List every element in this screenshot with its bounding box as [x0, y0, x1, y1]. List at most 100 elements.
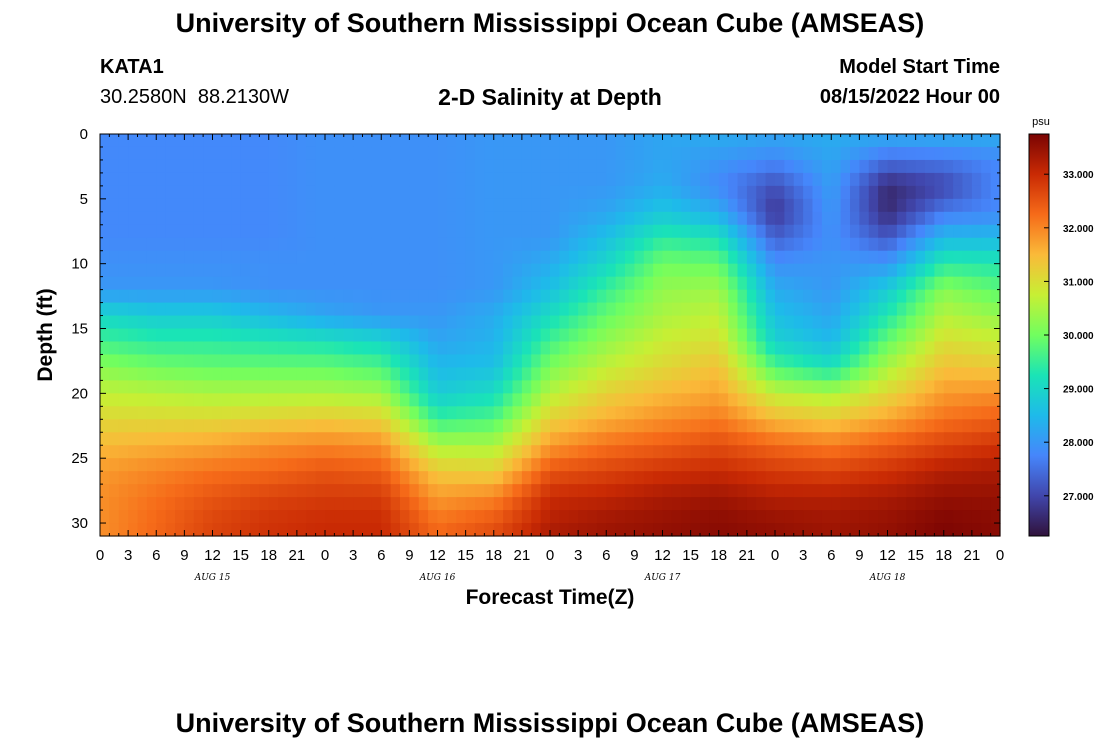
heatmap-cell	[990, 185, 1001, 200]
heatmap-cell	[503, 276, 514, 291]
heatmap-cell	[128, 315, 139, 330]
heatmap-cell	[278, 484, 289, 498]
heatmap-cell	[550, 380, 560, 394]
heatmap-cell	[803, 315, 814, 330]
heatmap-cell	[803, 445, 814, 459]
heatmap-cell	[671, 484, 682, 498]
heatmap-cell	[531, 471, 542, 485]
heatmap-cell	[381, 458, 392, 472]
heatmap-cell	[934, 445, 945, 459]
heatmap-cell	[334, 198, 345, 213]
heatmap-cell	[118, 185, 129, 200]
heatmap-cell	[250, 185, 260, 200]
heatmap-cell	[643, 354, 654, 369]
heatmap-cell	[409, 419, 420, 433]
heatmap-cell	[915, 393, 926, 407]
heatmap-cell	[812, 224, 823, 239]
heatmap-cell	[700, 445, 710, 459]
heatmap-cell	[503, 263, 514, 278]
heatmap-cell	[287, 471, 298, 485]
heatmap-cell	[203, 354, 214, 369]
heatmap-cell	[343, 380, 354, 394]
heatmap-cell	[784, 484, 795, 498]
heatmap-cell	[484, 185, 495, 200]
heatmap-cell	[465, 523, 476, 537]
heatmap-cell	[118, 484, 129, 498]
heatmap-cell	[531, 328, 542, 343]
heatmap-cell	[475, 315, 485, 330]
heatmap-cell	[981, 172, 992, 187]
heatmap-cell	[221, 263, 232, 278]
heatmap-cell	[343, 224, 354, 239]
heatmap-cell	[915, 289, 926, 304]
heatmap-cell	[362, 315, 373, 330]
heatmap-cell	[400, 471, 410, 485]
heatmap-cell	[203, 237, 214, 252]
heatmap-cell	[437, 302, 448, 317]
heatmap-cell	[765, 432, 776, 446]
heatmap-cell	[287, 146, 298, 161]
heatmap-cell	[203, 263, 214, 278]
heatmap-cell	[906, 328, 917, 343]
heatmap-cell	[850, 276, 860, 291]
heatmap-cell	[868, 198, 879, 213]
heatmap-cell	[700, 172, 710, 187]
heatmap-cell	[428, 445, 439, 459]
heatmap-cell	[896, 354, 907, 369]
heatmap-cell	[521, 185, 532, 200]
heatmap-cell	[484, 380, 495, 394]
heatmap-cell	[531, 134, 542, 148]
heatmap-cell	[700, 484, 710, 498]
heatmap-cell	[550, 445, 560, 459]
heatmap-cell	[353, 497, 364, 511]
heatmap-cell	[362, 276, 373, 291]
heatmap-cell	[334, 302, 345, 317]
heatmap-cell	[737, 432, 748, 446]
heatmap-cell	[831, 185, 842, 200]
heatmap-cell	[671, 146, 682, 161]
heatmap-cell	[578, 276, 589, 291]
heatmap-cell	[887, 393, 898, 407]
heatmap-cell	[193, 497, 204, 511]
heatmap-cell	[165, 250, 176, 265]
heatmap-cell	[943, 458, 954, 472]
heatmap-cell	[643, 185, 654, 200]
heatmap-cell	[400, 432, 410, 446]
heatmap-cell	[400, 172, 410, 187]
heatmap-cell	[334, 224, 345, 239]
heatmap-cell	[353, 354, 364, 369]
heatmap-cell	[906, 134, 917, 148]
heatmap-cell	[221, 523, 232, 537]
heatmap-cell	[821, 289, 832, 304]
heatmap-cell	[278, 497, 289, 511]
heatmap-cell	[615, 432, 626, 446]
heatmap-cell	[793, 224, 804, 239]
heatmap-cell	[296, 341, 307, 356]
heatmap-cell	[925, 367, 935, 381]
heatmap-cell	[850, 432, 860, 446]
heatmap-cell	[831, 237, 842, 252]
heatmap-cell	[231, 289, 242, 304]
heatmap-cell	[512, 510, 523, 524]
heatmap-cell	[212, 276, 223, 291]
heatmap-cell	[615, 510, 626, 524]
heatmap-cell	[240, 146, 251, 161]
heatmap-cell	[390, 224, 401, 239]
heatmap-cell	[915, 302, 926, 317]
heatmap-cell	[578, 471, 589, 485]
heatmap-cell	[362, 367, 373, 381]
heatmap-cell	[146, 315, 157, 330]
heatmap-cell	[381, 185, 392, 200]
heatmap-cell	[437, 419, 448, 433]
heatmap-cell	[250, 172, 260, 187]
heatmap-cell	[231, 458, 242, 472]
heatmap-cell	[550, 224, 560, 239]
heatmap-cell	[100, 354, 110, 369]
heatmap-cell	[737, 172, 748, 187]
heatmap-cell	[278, 367, 289, 381]
heatmap-cell	[596, 367, 607, 381]
heatmap-cell	[390, 432, 401, 446]
heatmap-cell	[362, 406, 373, 420]
heatmap-cell	[953, 289, 964, 304]
heatmap-cell	[409, 393, 420, 407]
